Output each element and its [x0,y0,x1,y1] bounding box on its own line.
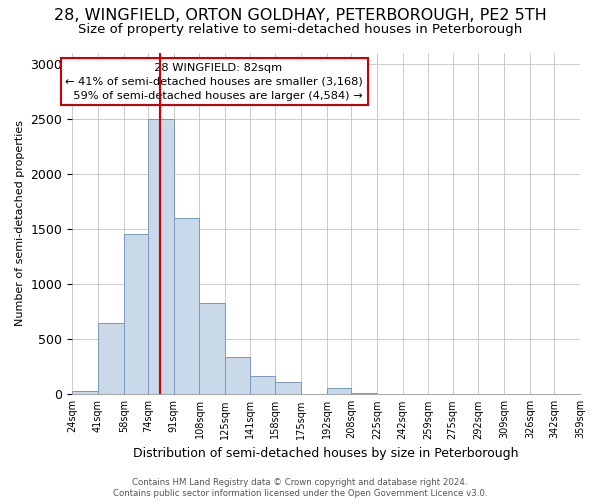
Bar [275,382,301,394]
Text: Size of property relative to semi-detached houses in Peterborough: Size of property relative to semi-detach… [78,22,522,36]
Bar [148,118,174,394]
Bar [199,303,225,394]
Bar [250,376,275,394]
X-axis label: Distribution of semi-detached houses by size in Peterborough: Distribution of semi-detached houses by … [133,447,519,460]
Bar [124,234,148,394]
Bar [72,391,98,394]
Bar [225,357,250,395]
Text: Contains HM Land Registry data © Crown copyright and database right 2024.
Contai: Contains HM Land Registry data © Crown c… [113,478,487,498]
Bar [98,322,124,394]
Bar [174,218,199,394]
Bar [327,388,351,394]
Bar [351,393,377,394]
Y-axis label: Number of semi-detached properties: Number of semi-detached properties [15,120,25,326]
Text: 28, WINGFIELD, ORTON GOLDHAY, PETERBOROUGH, PE2 5TH: 28, WINGFIELD, ORTON GOLDHAY, PETERBOROU… [53,8,547,22]
Text: 28 WINGFIELD: 82sqm
← 41% of semi-detached houses are smaller (3,168)
  59% of s: 28 WINGFIELD: 82sqm ← 41% of semi-detach… [65,63,363,101]
